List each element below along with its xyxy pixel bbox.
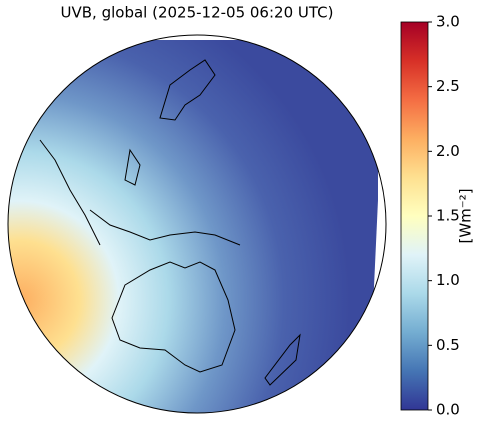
uvb-field <box>8 40 378 413</box>
colorbar-tick-label: 2.0 <box>436 142 460 160</box>
colorbar-tick-label: 0.5 <box>436 336 460 354</box>
colorbar-tick-label: 1.0 <box>436 271 460 289</box>
coastlines <box>39 59 301 386</box>
colorbar-tick-label: 0.0 <box>436 401 460 419</box>
globe-outline <box>7 34 387 414</box>
colorbar-tick-label: 1.5 <box>436 207 460 225</box>
globe <box>8 40 378 413</box>
map-title: UVB, global (2025-12-05 06:20 UTC) <box>61 4 334 22</box>
colorbar-tick-label: 3.0 <box>436 13 460 31</box>
colorbar-label: [Wm⁻²] <box>457 188 475 243</box>
colorbar-tick-label: 2.5 <box>436 77 460 95</box>
colorbar <box>400 21 429 411</box>
